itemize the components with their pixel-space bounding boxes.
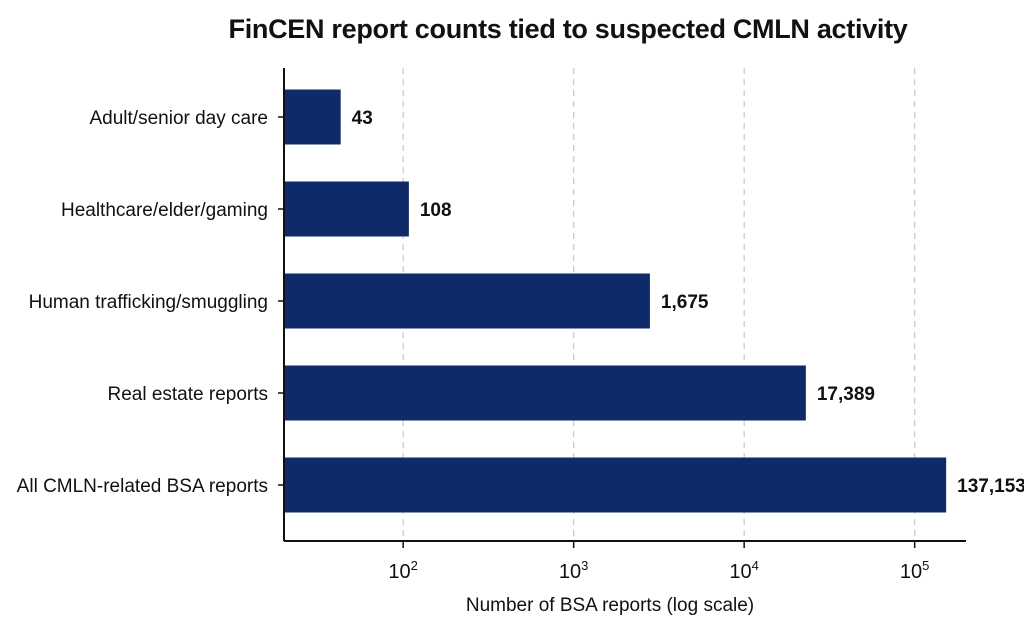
labels: 102 103 104 105 Adult/senior day care 43 Healt… (17, 108, 1024, 583)
category-label: Real estate reports (107, 384, 268, 405)
value-label: 1,675 (661, 292, 709, 313)
x-axis-title: Number of BSA reports (log scale) (466, 595, 754, 616)
bar (284, 181, 409, 237)
bar (284, 365, 806, 421)
category-label: All CMLN-related BSA reports (17, 476, 268, 497)
value-label: 43 (352, 108, 373, 129)
chart-title: FinCEN report counts tied to suspected C… (228, 14, 908, 44)
x-tick-label: 102 (388, 558, 417, 583)
x-tick-label: 103 (559, 558, 588, 583)
value-label: 17,389 (817, 384, 875, 405)
bar (284, 89, 341, 145)
category-label: Healthcare/elder/gaming (61, 200, 268, 221)
bar (284, 457, 947, 513)
category-label: Adult/senior day care (90, 108, 269, 129)
value-label: 137,153 (957, 476, 1024, 497)
bars (284, 89, 947, 513)
axes (278, 68, 966, 548)
x-tick-label: 105 (900, 558, 929, 583)
value-label: 108 (420, 200, 452, 221)
x-tick-label: 104 (729, 558, 758, 583)
bar (284, 273, 650, 329)
category-label: Human trafficking/smuggling (29, 292, 268, 313)
